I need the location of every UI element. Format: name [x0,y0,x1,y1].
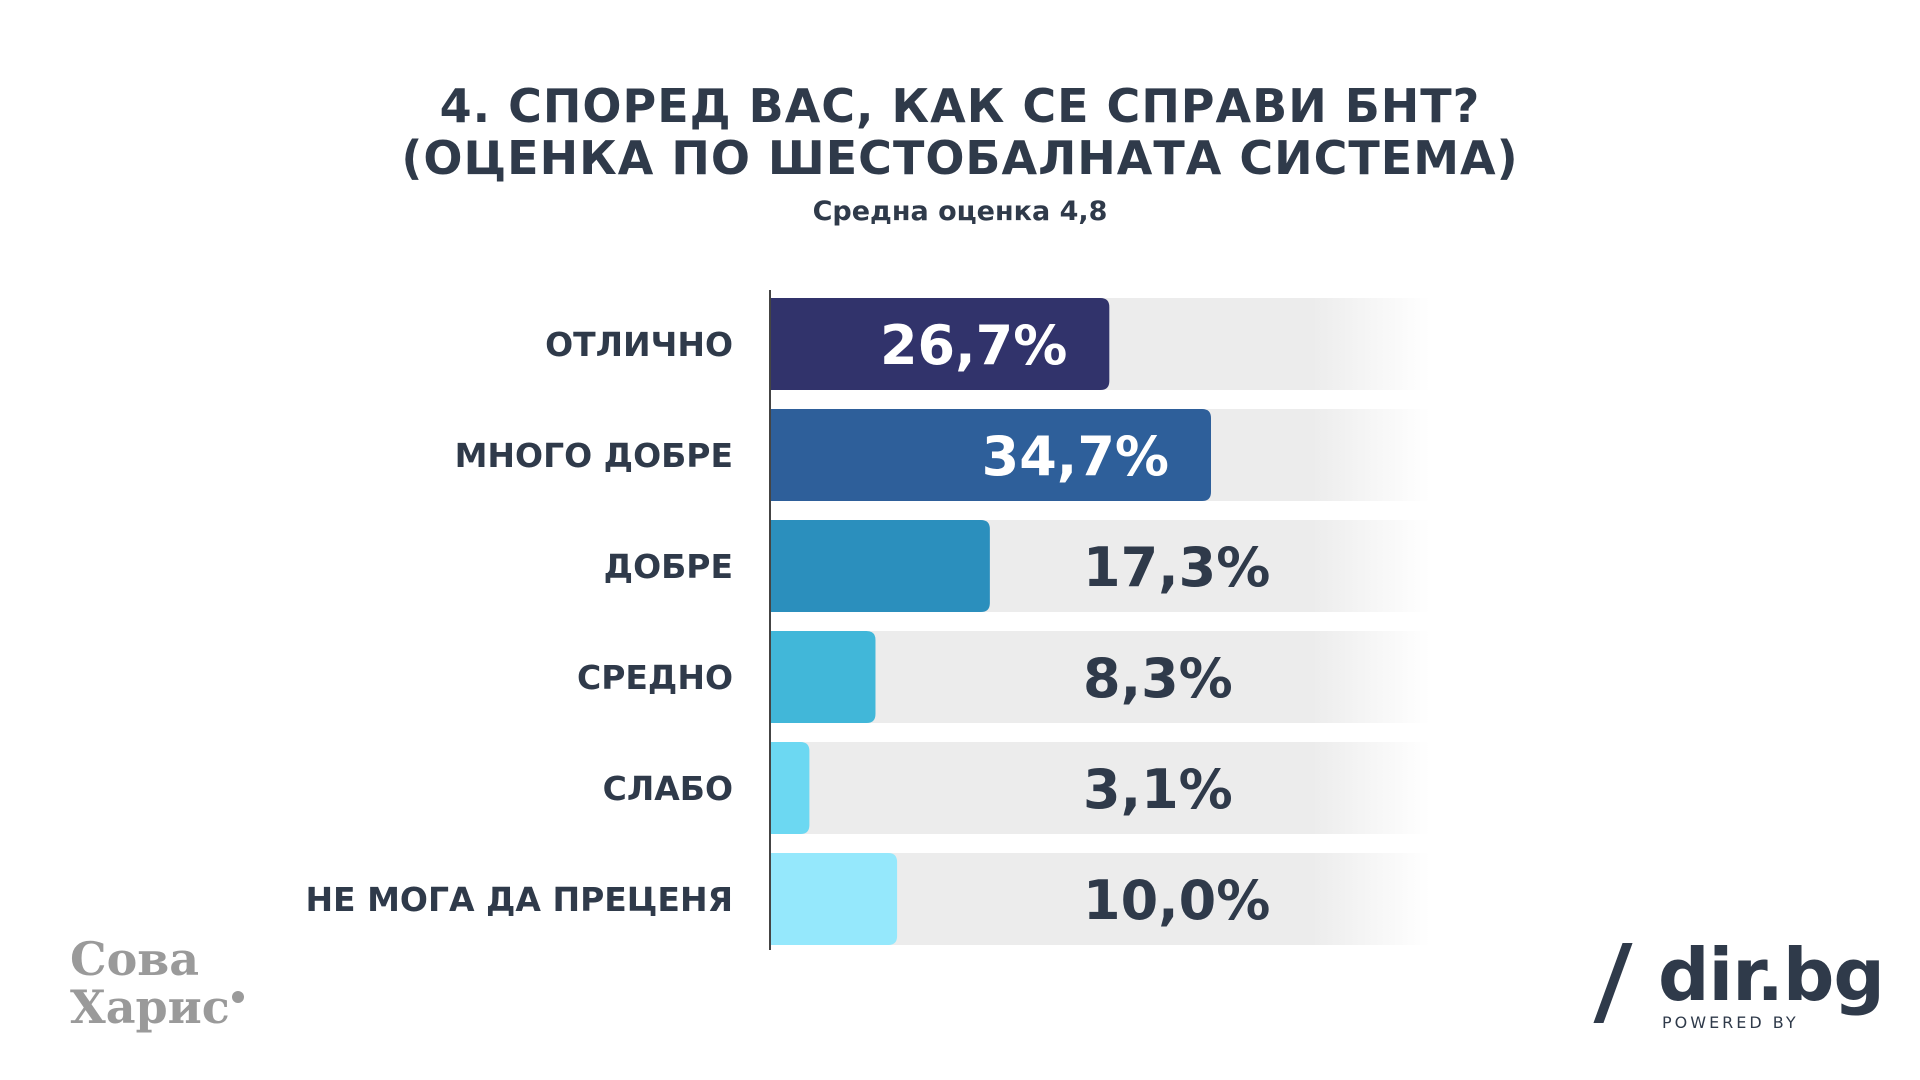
dir-bg-logo: dir.bg POWERED BY [1593,935,1885,1035]
category-label: СЛАБО [603,769,733,808]
data-label: 34,7% [982,425,1169,488]
sova-logo-line-2: Харис [70,980,230,1034]
category-label: МНОГО ДОБРЕ [455,436,733,475]
category-label: ОТЛИЧНО [545,325,733,364]
category-label: НЕ МОГА ДА ПРЕЦЕНЯ [305,880,733,919]
bar [770,298,1110,390]
bar [770,742,810,834]
dir-slash-icon [1593,943,1633,1023]
category-label: ДОБРЕ [604,547,733,586]
chart-title-line-2: (ОЦЕНКА ПО ШЕСТОБАЛНАТА СИСТЕМА) [401,131,1519,185]
bar-track [770,742,1430,834]
sova-logo-dot-icon [231,991,244,1003]
dir-powered-by: POWERED BY [1662,1013,1799,1032]
sova-logo-line-2-wrap: Харис [70,983,244,1031]
data-label: 3,1% [1083,758,1233,821]
sova-haris-logo: Сова Харис [70,935,244,1031]
sova-logo-line-1: Сова [70,932,200,986]
data-label: 10,0% [1083,869,1270,932]
data-label: 8,3% [1083,647,1233,710]
bar [770,631,876,723]
category-label: СРЕДНО [577,658,733,697]
bar [770,853,898,945]
chart-title-line-1: 4. СПОРЕД ВАС, КАК СЕ СПРАВИ БНТ? [439,79,1481,133]
chart-subtitle: Средна оценка 4,8 [812,196,1108,227]
data-label: 26,7% [880,314,1067,377]
data-label: 17,3% [1083,536,1270,599]
bar [770,520,990,612]
dir-logo-text: dir.bg [1658,933,1885,1017]
bar-track [770,631,1430,723]
bar [770,409,1211,501]
